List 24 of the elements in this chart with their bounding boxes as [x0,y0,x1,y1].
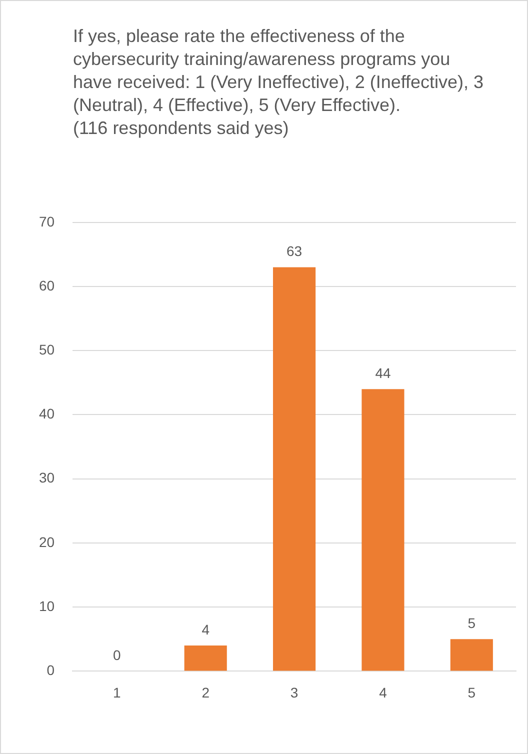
bar [273,267,316,671]
y-tick-label: 70 [38,213,55,230]
x-tick-label: 1 [113,684,122,700]
bar [184,646,227,671]
chart-subtitle: (116 respondents said yes) [73,117,290,140]
data-label: 44 [375,364,391,381]
y-tick-label: 30 [38,470,55,486]
y-tick-label: 20 [38,534,55,550]
data-label: 4 [202,621,210,638]
y-tick-label: 40 [38,406,55,422]
x-tick-label: 4 [379,684,388,700]
bar [450,639,493,671]
x-tick-label: 3 [290,684,298,700]
y-tick-label: 50 [38,341,55,358]
bar [362,389,404,671]
data-label: 0 [113,647,122,664]
y-tick-label: 0 [46,662,55,678]
x-tick-label: 2 [202,684,210,700]
y-tick-label: 10 [38,598,55,614]
data-label: 5 [468,615,476,631]
chart-title: If yes, please rate the effectiveness of the cybersecurity training/awareness programs you have received: 1 (Very Ineffective), 2 (Ineffective), 3 (Neutral), 4 (Effective), 5 (Very Effective). [73,25,485,117]
x-tick-label: 5 [468,684,476,700]
y-tick-label: 60 [38,277,55,294]
data-label: 63 [286,243,302,260]
